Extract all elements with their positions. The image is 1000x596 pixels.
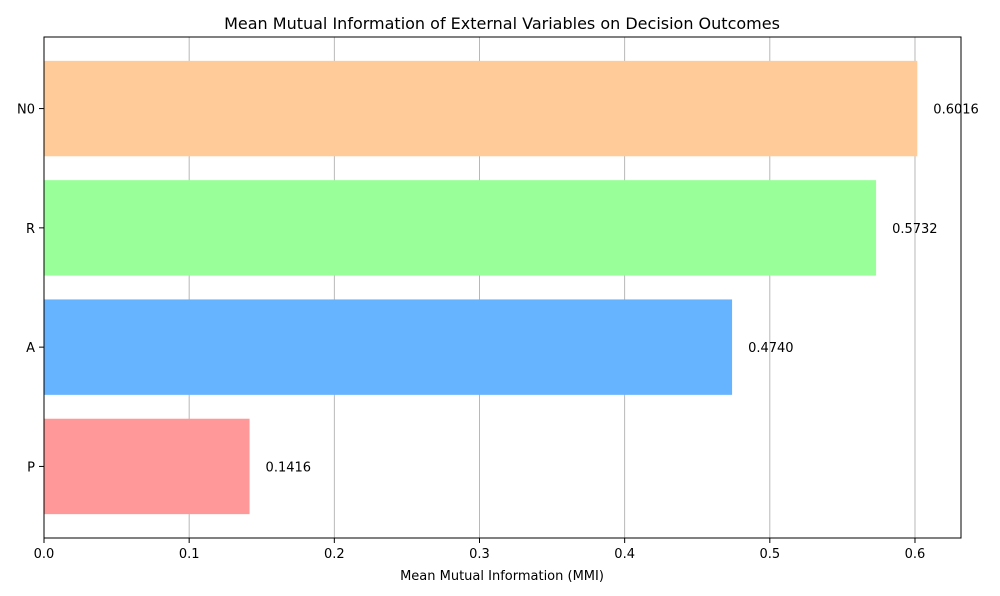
bar-p (44, 418, 250, 515)
x-axis-ticks: 0.0 0.1 0.2 0.3 0.4 0.5 0.6 (34, 538, 926, 562)
y-tick-label-p: P (27, 460, 35, 475)
x-tick-label: 0.5 (759, 547, 780, 562)
value-labels: 0.1416 0.4740 0.5732 0.6016 (266, 103, 979, 476)
x-tick-label: 0.6 (905, 547, 926, 562)
x-tick-label: 0.3 (469, 547, 490, 562)
value-label-a: 0.4740 (748, 341, 794, 356)
x-tick-label: 0.1 (179, 547, 200, 562)
x-tick-label: 0.4 (614, 547, 635, 562)
y-tick-label-a: A (26, 341, 35, 356)
x-tick-label: 0.2 (324, 547, 345, 562)
bars (44, 60, 918, 515)
bar-n0 (44, 60, 918, 157)
chart-title: Mean Mutual Information of External Vari… (224, 14, 780, 33)
value-label-n0: 0.6016 (933, 103, 979, 118)
value-label-r: 0.5732 (892, 222, 938, 237)
x-axis-label: Mean Mutual Information (MMI) (400, 569, 604, 584)
y-axis-ticks: P A R N0 (17, 103, 44, 475)
x-tick-label: 0.0 (34, 547, 55, 562)
y-tick-label-r: R (26, 222, 35, 237)
value-label-p: 0.1416 (266, 460, 312, 475)
bar-r (44, 180, 877, 276)
bar-a (44, 299, 733, 395)
y-tick-label-n0: N0 (17, 103, 35, 118)
plot-frame (43, 36, 962, 539)
